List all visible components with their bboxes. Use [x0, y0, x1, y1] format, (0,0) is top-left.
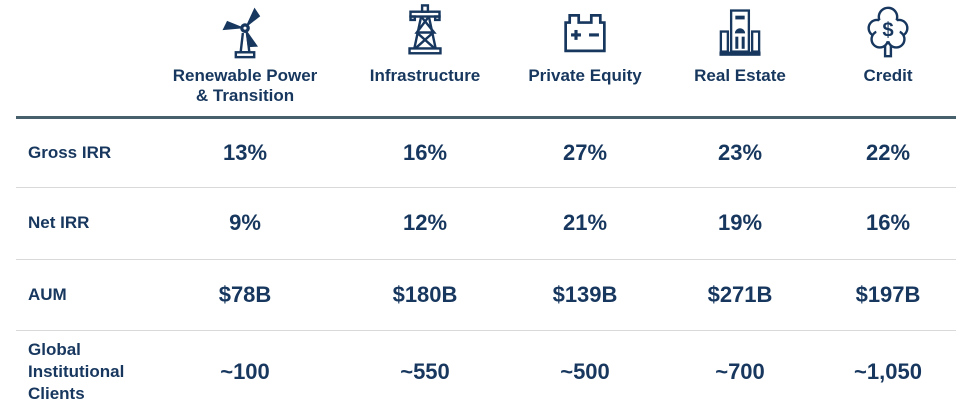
metric-value: ~700 [660, 329, 820, 414]
row-label: Gross IRR [28, 142, 112, 162]
column-header-private-equity: Private Equity [510, 0, 660, 119]
metric-value: 16% [402, 139, 448, 165]
header-row: Renewable Power & Transition [16, 0, 956, 119]
classical-building-icon [660, 0, 820, 62]
metric-value: 12% [340, 186, 510, 259]
metric-value: $271B [660, 258, 820, 330]
table-row-net-irr: Net IRR 9% 12% 21% 19% 16% [16, 186, 956, 259]
column-header-real-estate: Real Estate [660, 0, 820, 119]
metric-value: $180B [340, 258, 510, 330]
money-tree-icon: $ [820, 0, 956, 62]
column-header-label: Infrastructure [369, 66, 481, 85]
metric-value: ~500 [510, 329, 660, 414]
column-header-credit: $ Credit [820, 0, 956, 119]
metric-value: ~550 [340, 329, 510, 414]
metric-value: 23% [717, 139, 763, 165]
metric-value: ~100 [150, 329, 340, 414]
metric-value: 13% [222, 139, 268, 165]
row-label: Net IRR [16, 186, 150, 259]
metric-value: $139B [510, 258, 660, 330]
metric-value: 21% [510, 186, 660, 259]
column-header-label: Renewable Power & Transition [172, 66, 318, 106]
table-row-global-institutional-clients: Global Institutional Clients ~100 ~550 ~… [16, 329, 956, 414]
column-header-label: Credit [863, 66, 913, 85]
table-row-gross-irr: Gross IRR 13% 16% 27% 23% 22% [16, 117, 956, 187]
svg-text:$: $ [882, 19, 893, 41]
metric-value: 19% [660, 186, 820, 259]
table-row-aum: AUM $78B $180B $139B $271B $197B [16, 258, 956, 330]
battery-icon [510, 0, 660, 62]
row-label: AUM [16, 258, 150, 330]
column-header-renewable-power: Renewable Power & Transition [150, 0, 340, 119]
transmission-tower-icon [340, 0, 510, 62]
wind-turbine-icon [150, 0, 340, 62]
metric-value: 27% [562, 139, 608, 165]
metric-value: $78B [150, 258, 340, 330]
column-header-label: Real Estate [694, 66, 786, 85]
metric-value: 22% [865, 139, 911, 165]
metric-value: $197B [820, 258, 956, 330]
metric-value: ~1,050 [820, 329, 956, 414]
metric-value: 9% [150, 186, 340, 259]
row-label: Global Institutional Clients [16, 329, 150, 414]
column-header-infrastructure: Infrastructure [340, 0, 510, 119]
metric-value: 16% [820, 186, 956, 259]
header-spacer-cell [16, 0, 150, 119]
metrics-table: Renewable Power & Transition [16, 0, 956, 414]
column-header-label: Private Equity [528, 66, 642, 85]
